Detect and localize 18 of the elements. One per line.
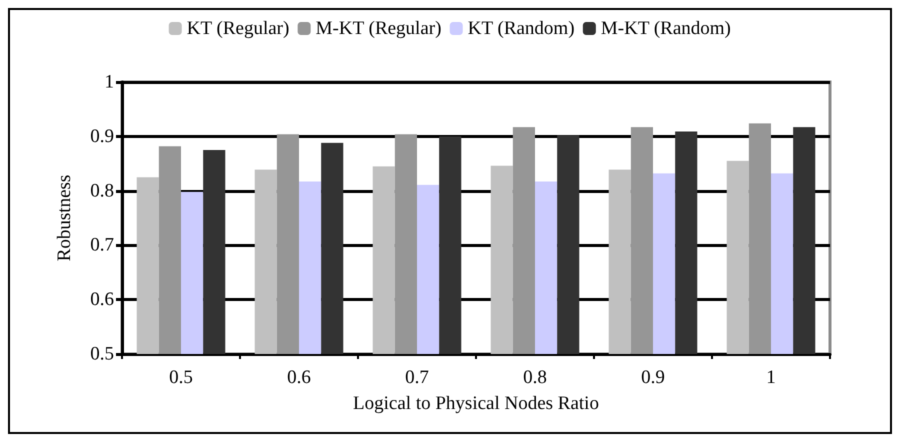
y-tick-label: 1 (104, 72, 114, 92)
x-tick-label: 0.5 (169, 367, 193, 388)
x-tick-label: 1 (766, 367, 776, 388)
x-tick-label: 0.7 (405, 367, 429, 388)
y-tick-label: 0.8 (90, 180, 114, 202)
legend-label: M-KT (Random) (600, 18, 731, 39)
x-tick-label: 0.6 (287, 367, 311, 388)
y-tick-label: 0.6 (90, 289, 114, 310)
y-tick-label: 0.9 (90, 126, 114, 147)
x-tick-label: 0.8 (523, 367, 547, 388)
legend-label: M-KT (Regular) (316, 18, 442, 39)
x-axis-title: Logical to Physical Nodes Ratio (353, 393, 599, 414)
legend-label: KT (Regular) (186, 18, 290, 39)
y-tick-label: 0.5 (90, 344, 114, 364)
y-tick-label: 0.7 (90, 234, 114, 256)
y-axis-title: Robustness (54, 174, 75, 262)
x-tick-label: 0.9 (641, 367, 665, 388)
legend-label: KT (Random) (468, 18, 575, 39)
